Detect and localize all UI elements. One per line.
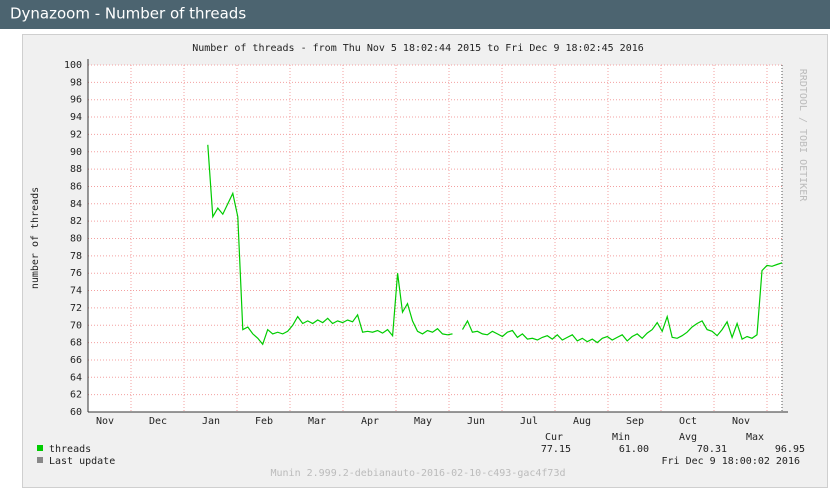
line (207, 144, 783, 346)
legend-stat: 96.95 (775, 444, 805, 455)
x-tick-label: Mar (308, 416, 326, 427)
x-tick-label: Nov (96, 416, 114, 427)
y-tick-label: 72 (70, 303, 82, 314)
y-tick-label: 84 (70, 199, 82, 210)
chart-title: Number of threads - from Thu Nov 5 18:02… (192, 43, 644, 54)
watermark: RRDTOOL / TOBI OETIKER (797, 69, 808, 202)
y-tick-label: 68 (70, 338, 82, 349)
y-tick-label: 66 (70, 355, 82, 366)
legend-label: threads (49, 444, 91, 455)
y-tick-label: 74 (70, 286, 82, 297)
y-tick-label: 60 (70, 407, 82, 418)
legend-swatch (37, 445, 43, 451)
legend-column: Min (612, 432, 630, 443)
x-tick-label: Sep (626, 416, 644, 427)
y-tick-label: 92 (70, 129, 82, 140)
legend-stat: 70.31 (697, 444, 727, 455)
y-tick-label: 96 (70, 95, 82, 106)
y-tick-label: 78 (70, 251, 82, 262)
y-tick-label: 88 (70, 164, 82, 175)
legend-column: Avg (679, 432, 697, 443)
y-tick-label: 64 (70, 372, 82, 383)
header-title: Dynazoom - Number of threads (10, 5, 246, 23)
x-tick-label: Jul (520, 416, 538, 427)
y-tick-label: 82 (70, 216, 82, 227)
y-tick-label: 76 (70, 268, 82, 279)
y-tick-label: 94 (70, 112, 82, 123)
x-tick-label: Oct (679, 416, 697, 427)
y-tick-label: 62 (70, 390, 82, 401)
legend-stat: 77.15 (541, 444, 571, 455)
y-tick-label: 80 (70, 234, 82, 245)
x-tick-label: Aug (573, 416, 591, 427)
legend-column: Cur (545, 432, 563, 443)
y-tick-label: 98 (70, 77, 82, 88)
x-tick-label: Dec (149, 416, 167, 427)
y-tick-label: 90 (70, 147, 82, 158)
legend-stat: 61.00 (619, 444, 649, 455)
y-tick-label: 100 (64, 60, 82, 71)
x-tick-label: Jun (467, 416, 485, 427)
x-tick-label: May (414, 416, 432, 427)
last-update: Fri Dec 9 18:00:02 2016 (662, 456, 800, 467)
y-tick-label: 70 (70, 320, 82, 331)
legend-column: Max (746, 432, 764, 443)
y-tick-label: 86 (70, 181, 82, 192)
legend-swatch (37, 457, 43, 463)
x-tick-label: Nov (732, 416, 750, 427)
last-update-label: Last update (49, 456, 115, 467)
x-tick-label: Jan (202, 416, 220, 427)
header-bar (0, 0, 830, 29)
x-tick-label: Feb (255, 416, 273, 427)
footer: Munin 2.999.2-debianauto-2016-02-10-c493… (270, 468, 565, 479)
y-axis-label: number of threads (30, 187, 41, 289)
x-tick-label: Apr (361, 416, 379, 427)
plot-area (88, 65, 782, 412)
